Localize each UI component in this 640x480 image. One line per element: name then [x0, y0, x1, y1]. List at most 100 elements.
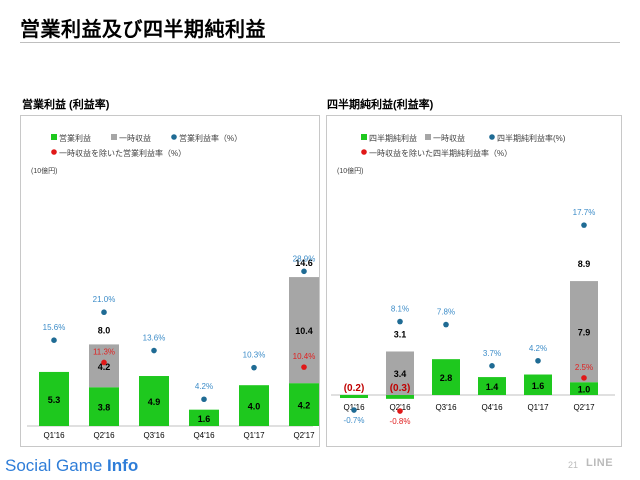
bar-series-1: [189, 409, 219, 426]
rate-marker: [101, 309, 107, 316]
bar-series-1: [89, 387, 119, 426]
rate-marker: [397, 318, 403, 325]
adjusted-rate-data-label: 2.5%: [575, 363, 593, 372]
operating-income-chart: 営業利益 一時収益 営業利益率（%） 一時収益を除いた営業利益率（%）(10億円) 5.…: [27, 133, 319, 440]
rate-data-label: 4.2%: [195, 382, 213, 391]
legend-marker-adjusted-rate: [361, 149, 367, 155]
bar-total-label: 8.0: [98, 325, 111, 335]
legend-label-adjusted-rate: 一時収益を除いた四半期純利益率（%）: [369, 148, 512, 158]
bar-series-1: [570, 382, 598, 395]
bar-value-label-series-1: (0.3): [390, 383, 411, 394]
bar-series-1: [478, 377, 506, 395]
rate-data-label: 15.6%: [43, 323, 66, 332]
legend-label-rate: 四半期純利益率(%): [497, 133, 566, 143]
bar-value-label-series-1: 3.8: [98, 403, 111, 413]
x-tick-label: Q3'16: [435, 403, 457, 412]
rate-marker: [201, 396, 207, 403]
rate-data-label: 8.1%: [391, 305, 409, 314]
bar-series-1: [340, 395, 368, 398]
bar-series-2: [89, 344, 119, 388]
bar-value-label-series-1: 1.4: [486, 382, 499, 392]
bar-total-label: 8.9: [578, 259, 591, 269]
legend-label-rate: 営業利益率（%）: [179, 133, 242, 143]
unit-label: (10億円): [337, 166, 363, 175]
bar-series-1: [239, 385, 269, 426]
legend-swatch-series-2: [111, 134, 117, 140]
bar-total-label: 14.6: [295, 258, 313, 268]
legend-swatch-series-1: [361, 134, 367, 140]
bar-total-label: 3.1: [394, 329, 407, 339]
rate-data-label: -0.7%: [344, 416, 365, 425]
operating-income-panel: 営業利益 一時収益 営業利益率（%） 一時収益を除いた営業利益率（%） (10億円) 5.…: [20, 115, 320, 447]
bar-value-label-series-2: 10.4: [295, 326, 313, 336]
bar-value-label-series-2: 7.9: [578, 328, 591, 338]
rate-marker: [351, 407, 357, 413]
net-income-section-title: 四半期純利益(利益率): [327, 99, 434, 111]
bar-series-2: [570, 281, 598, 383]
bar-value-label-series-1: 1.0: [578, 385, 591, 395]
x-tick-label: Q2'17: [293, 431, 315, 440]
bar-series-1: [39, 371, 69, 426]
bar-value-label-series-1: 1.6: [532, 381, 545, 391]
bar-value-label-series-1: 4.0: [248, 402, 261, 412]
bar-value-label-series-1: 1.6: [198, 414, 211, 424]
bar-series-2: [386, 351, 414, 395]
x-tick-label: Q1'16: [43, 431, 65, 440]
net-income-chart: 四半期純利益 一時収益 四半期純利益率(%) 一時収益を除いた四半期純利益率（%） (1…: [331, 133, 615, 426]
rate-marker: [251, 364, 257, 371]
legend-swatch-series-1: [51, 134, 57, 140]
legend-label-series-2: 一時収益: [119, 133, 151, 143]
bar-series-1: [524, 374, 552, 395]
rate-marker: [51, 337, 57, 343]
adjusted-rate-marker: [581, 375, 587, 381]
legend-marker-adjusted-rate: [51, 149, 57, 155]
legend-label-adjusted-rate: 一時収益を除いた営業利益率（%）: [59, 148, 186, 158]
bar-series-1: [432, 359, 460, 395]
rate-marker: [535, 357, 541, 364]
bar-value-label-series-1: 2.8: [440, 373, 453, 383]
rate-data-label: 17.7%: [573, 208, 596, 217]
x-tick-label: Q2'16: [93, 431, 115, 440]
rate-marker: [151, 347, 157, 354]
x-tick-label: Q4'16: [481, 403, 503, 412]
unit-label: (10億円): [31, 166, 57, 175]
operating-income-section-title: 営業利益 (利益率): [22, 99, 110, 111]
rate-data-label: 3.7%: [483, 349, 501, 358]
adjusted-rate-data-label: -0.8%: [390, 417, 411, 426]
legend-swatch-series-2: [425, 134, 431, 140]
bar-series-1: [139, 376, 169, 426]
legend-marker-rate: [171, 134, 177, 140]
x-tick-label: Q3'16: [143, 431, 165, 440]
bar-value-label-series-1: 4.2: [298, 401, 311, 411]
rate-data-label: 10.3%: [243, 351, 266, 360]
bar-series-1: [289, 383, 319, 426]
bar-value-label-series-2: 4.2: [98, 362, 111, 372]
bar-value-label-series-2: 3.4: [394, 369, 407, 379]
x-tick-label: Q2'17: [573, 403, 595, 412]
rate-data-label: 13.6%: [143, 334, 166, 343]
adjusted-rate-marker: [397, 408, 403, 414]
legend-label-series-1: 四半期純利益: [369, 133, 417, 143]
adjusted-rate-data-label: 10.4%: [293, 352, 316, 361]
rate-marker: [489, 363, 495, 369]
bar-series-1: [386, 395, 414, 399]
watermark-logo: Social Game Info: [5, 456, 139, 475]
bar-value-label-series-1: 5.3: [48, 395, 61, 405]
adjusted-rate-marker: [301, 364, 307, 370]
rate-marker: [581, 222, 587, 228]
bar-value-label-series-1: 4.9: [148, 397, 161, 407]
legend-label-series-1: 営業利益: [59, 133, 91, 143]
legend-label-series-2: 一時収益: [433, 133, 465, 143]
rate-data-label: 7.8%: [437, 308, 455, 317]
bar-value-label-series-1: (0.2): [344, 383, 365, 394]
title-divider: [20, 42, 620, 43]
x-tick-label: Q1'17: [243, 431, 265, 440]
x-tick-label: Q2'16: [389, 403, 411, 412]
brand-logo: LINE: [586, 457, 614, 469]
x-tick-label: Q4'16: [193, 431, 215, 440]
rate-data-label: 21.0%: [93, 295, 116, 304]
rate-data-label: 28.9%: [293, 254, 316, 263]
legend-marker-rate: [489, 134, 495, 140]
x-tick-label: Q1'17: [527, 403, 549, 412]
page-number: 21: [568, 460, 579, 470]
